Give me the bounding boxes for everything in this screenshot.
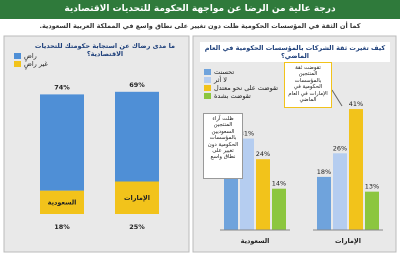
legend-swatch <box>14 61 21 67</box>
value-label: 24% <box>256 150 270 158</box>
bar-segment <box>40 94 84 191</box>
legend-swatch <box>204 69 211 75</box>
bar <box>333 153 347 230</box>
value-label: 25% <box>129 223 145 231</box>
value-label: 74% <box>54 83 70 91</box>
value-label: 18% <box>54 223 70 231</box>
legend-label: تحسنت <box>214 68 234 76</box>
annotation: تقوضت ثقة المنتجين بالمؤسسات الحكومية في… <box>284 62 332 108</box>
bar <box>317 176 331 230</box>
legend-label: تقوضت على نحو معتدل <box>214 84 278 92</box>
value-label: 69% <box>129 81 145 89</box>
page-subtitle: كما أن الثقة في المؤسسات الحكومية ظلت دو… <box>39 22 361 30</box>
chart-title: كيف تغيرت ثقة الشركات بالمؤسسات الحكومية… <box>200 42 390 62</box>
category-label: الإمارات <box>335 237 361 245</box>
page-title: درجة عالية من الرضا عن مواجهة الحكومة لل… <box>0 0 400 19</box>
bar <box>349 109 363 230</box>
value-label: 18% <box>317 168 331 176</box>
category-label: السعودية <box>48 198 77 206</box>
bar <box>365 191 379 230</box>
legend-swatch <box>14 53 21 59</box>
value-label: 13% <box>365 183 379 191</box>
bar <box>240 138 254 230</box>
legend-label: راضٍ <box>24 52 37 62</box>
left-panel <box>3 35 190 253</box>
value-label: 14% <box>272 180 286 188</box>
legend-swatch <box>204 85 211 91</box>
annotation-arrow <box>331 89 343 107</box>
bar-segment <box>115 91 159 182</box>
legend-label: غير راضٍ <box>24 60 48 70</box>
legend-swatch <box>204 93 211 99</box>
chart-title: ما مدى رضاك عن استجابة حكومتك للتحديات ا… <box>34 42 176 58</box>
legend-swatch <box>204 77 211 83</box>
legend-label: تقوضت بشدة <box>214 92 251 100</box>
bar <box>272 188 286 230</box>
value-label: 31% <box>240 130 254 138</box>
bar <box>256 159 270 230</box>
category-label: الإمارات <box>124 194 150 202</box>
annotation: ظلت آراء المنتجين السعوديين بالمؤسسات ال… <box>203 113 243 179</box>
bar-segment <box>115 181 159 214</box>
value-label: 41% <box>349 100 363 108</box>
bar-segment <box>40 190 84 214</box>
bar <box>224 176 238 230</box>
category-label: السعودية <box>241 237 270 245</box>
value-label: 26% <box>333 144 347 152</box>
legend-label: لا أثر <box>213 75 227 84</box>
